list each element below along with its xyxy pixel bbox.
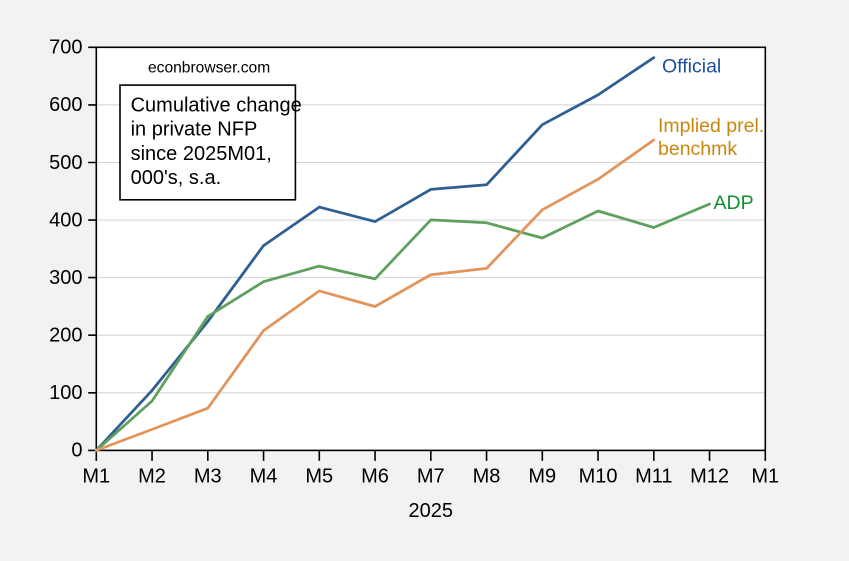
svg-text:M5: M5 — [305, 466, 333, 488]
svg-text:700: 700 — [49, 37, 82, 59]
svg-text:in private NFP: in private NFP — [131, 119, 258, 141]
svg-text:300: 300 — [49, 267, 82, 289]
svg-text:M4: M4 — [250, 466, 278, 488]
svg-text:000's, s.a.: 000's, s.a. — [131, 167, 222, 189]
svg-text:M8: M8 — [473, 466, 501, 488]
svg-text:Implied prel.: Implied prel. — [658, 115, 764, 137]
svg-text:500: 500 — [49, 152, 82, 174]
svg-text:M11: M11 — [635, 466, 672, 488]
svg-text:M3: M3 — [194, 466, 222, 488]
svg-text:M12: M12 — [690, 466, 729, 488]
svg-text:M1: M1 — [82, 466, 110, 488]
svg-text:econbrowser.com: econbrowser.com — [148, 59, 270, 76]
svg-text:400: 400 — [49, 209, 82, 231]
svg-text:M2: M2 — [138, 466, 166, 488]
svg-text:200: 200 — [49, 325, 82, 347]
svg-text:since 2025M01,: since 2025M01, — [131, 143, 272, 165]
svg-text:2025: 2025 — [409, 500, 454, 522]
svg-text:M1: M1 — [751, 466, 779, 488]
svg-text:600: 600 — [49, 94, 82, 116]
svg-text:0: 0 — [71, 440, 82, 462]
svg-text:benchmk: benchmk — [658, 138, 737, 160]
svg-text:100: 100 — [49, 382, 82, 404]
svg-text:M10: M10 — [579, 466, 618, 488]
svg-text:ADP: ADP — [714, 192, 754, 214]
svg-text:M7: M7 — [417, 466, 445, 488]
svg-text:Official: Official — [662, 56, 721, 78]
svg-text:M9: M9 — [528, 466, 556, 488]
svg-text:Cumulative change: Cumulative change — [131, 94, 302, 116]
svg-text:M6: M6 — [361, 466, 389, 488]
